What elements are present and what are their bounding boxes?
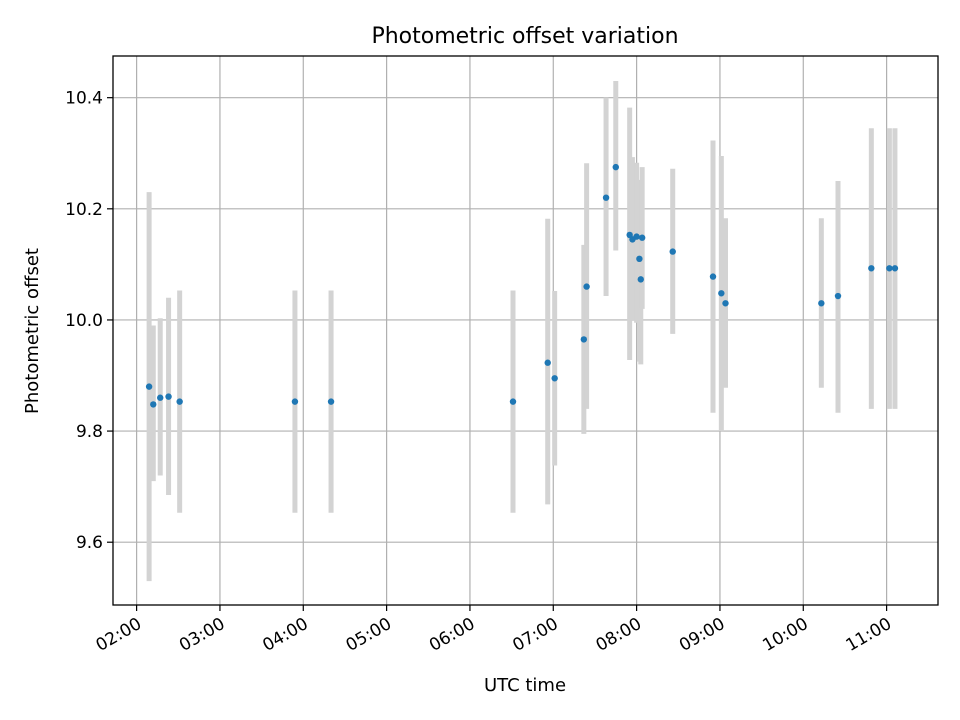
y-tick-label: 10.0 (65, 311, 103, 331)
data-point (718, 290, 725, 297)
x-axis-label: UTC time (484, 675, 566, 696)
data-point (612, 163, 619, 171)
data-point (291, 398, 299, 405)
data-point (551, 375, 558, 382)
data-point (891, 265, 899, 272)
data-point (669, 248, 676, 255)
data-point (834, 292, 842, 300)
y-tick-label: 10.2 (65, 200, 103, 220)
y-tick-label: 9.8 (76, 422, 103, 442)
data-point (157, 394, 164, 401)
y-tick-label: 10.4 (65, 89, 103, 109)
chart-title: Photometric offset variation (371, 24, 678, 49)
data-point (544, 359, 551, 366)
y-tick-label: 9.6 (76, 533, 103, 553)
data-point (722, 300, 729, 307)
data-point (818, 300, 825, 307)
data-point-layer (145, 163, 899, 408)
data-point (638, 234, 646, 241)
data-point (176, 398, 183, 405)
data-point (145, 383, 153, 390)
data-point (886, 265, 893, 272)
data-point (165, 393, 172, 400)
data-point (150, 401, 157, 408)
data-point (602, 194, 610, 201)
y-axis-label: Photometric offset (22, 248, 43, 414)
data-point (633, 233, 640, 240)
data-point (636, 255, 643, 263)
data-point (637, 276, 644, 283)
data-point (583, 283, 590, 290)
data-point (509, 398, 517, 405)
data-point (580, 336, 588, 343)
data-point (868, 265, 875, 272)
data-point (327, 398, 335, 405)
data-point (709, 273, 717, 280)
plot-frame (112, 55, 939, 606)
